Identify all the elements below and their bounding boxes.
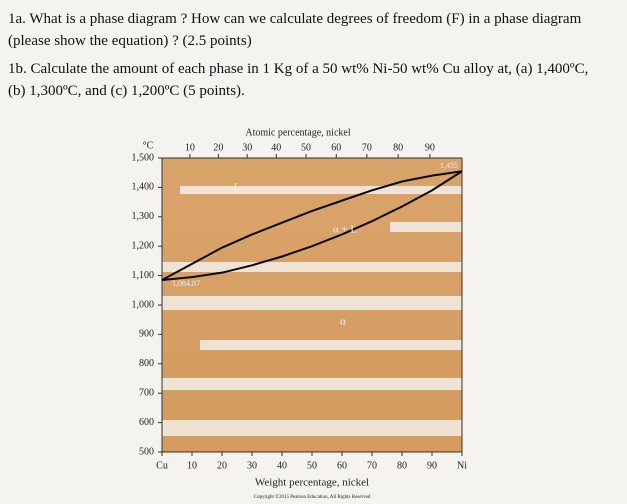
y-tick-label: 600 bbox=[139, 417, 154, 428]
x-tick-label: 60 bbox=[337, 460, 347, 471]
diagram-annotation: L bbox=[234, 182, 241, 194]
y-tick-label: 900 bbox=[139, 329, 154, 340]
y-tick-label: 700 bbox=[139, 387, 154, 398]
x-tick-label: 90 bbox=[427, 460, 437, 471]
y-tick-label: 1,500 bbox=[132, 152, 155, 163]
x2-tick-label: 40 bbox=[271, 142, 281, 153]
x-axis-title: Weight percentage, nickel bbox=[255, 477, 369, 489]
x2-tick-label: 80 bbox=[393, 142, 403, 153]
x-tick-label: 10 bbox=[187, 460, 197, 471]
x2-tick-label: 50 bbox=[301, 142, 311, 153]
diagram-annotation: 1,084.87 bbox=[172, 279, 200, 288]
x-tick-label: Cu bbox=[156, 460, 168, 471]
diagram-annotation: α bbox=[340, 316, 346, 328]
question: 1a. What is a phase diagram ? How can we… bbox=[8, 11, 582, 49]
y-tick-label: 800 bbox=[139, 358, 154, 369]
x2-axis-title: Atomic percentage, nickel bbox=[245, 127, 350, 138]
copyright: Copyright ©2015 Pearson Education, All R… bbox=[254, 494, 371, 500]
y-tick-label: 1,200 bbox=[132, 240, 155, 251]
y-axis-unit: °C bbox=[143, 140, 154, 151]
x2-tick-label: 60 bbox=[331, 142, 341, 153]
x-tick-label: 20 bbox=[217, 460, 227, 471]
x-tick-label: Ni bbox=[457, 460, 467, 471]
plot-frame bbox=[161, 157, 463, 453]
x2-tick-label: 70 bbox=[362, 142, 372, 153]
x-tick-label: 30 bbox=[247, 460, 257, 471]
y-tick-label: 1,300 bbox=[132, 211, 155, 222]
y-tick-label: 1,100 bbox=[132, 270, 155, 281]
x-tick-label: 50 bbox=[307, 460, 317, 471]
background-stripes bbox=[162, 186, 462, 436]
x-tick-label: 40 bbox=[277, 460, 287, 471]
phase-boundary bbox=[161, 170, 463, 282]
x2-tick-label: 90 bbox=[425, 142, 435, 153]
question: 1b. Calculate the amount of each phase i… bbox=[8, 61, 589, 99]
x-tick-label: 80 bbox=[397, 460, 407, 471]
x2-tick-label: 10 bbox=[185, 142, 195, 153]
y-tick-label: 1,000 bbox=[132, 299, 155, 310]
x2-tick-label: 20 bbox=[213, 142, 223, 153]
y-tick-label: 500 bbox=[139, 446, 154, 457]
x2-tick-label: 30 bbox=[242, 142, 252, 153]
diagram-annotation: α + L bbox=[333, 224, 357, 236]
diagram-annotation: 1,455 bbox=[440, 161, 458, 170]
phase-boundary bbox=[161, 170, 463, 281]
x-tick-label: 70 bbox=[367, 460, 377, 471]
y-tick-label: 1,400 bbox=[132, 182, 155, 193]
